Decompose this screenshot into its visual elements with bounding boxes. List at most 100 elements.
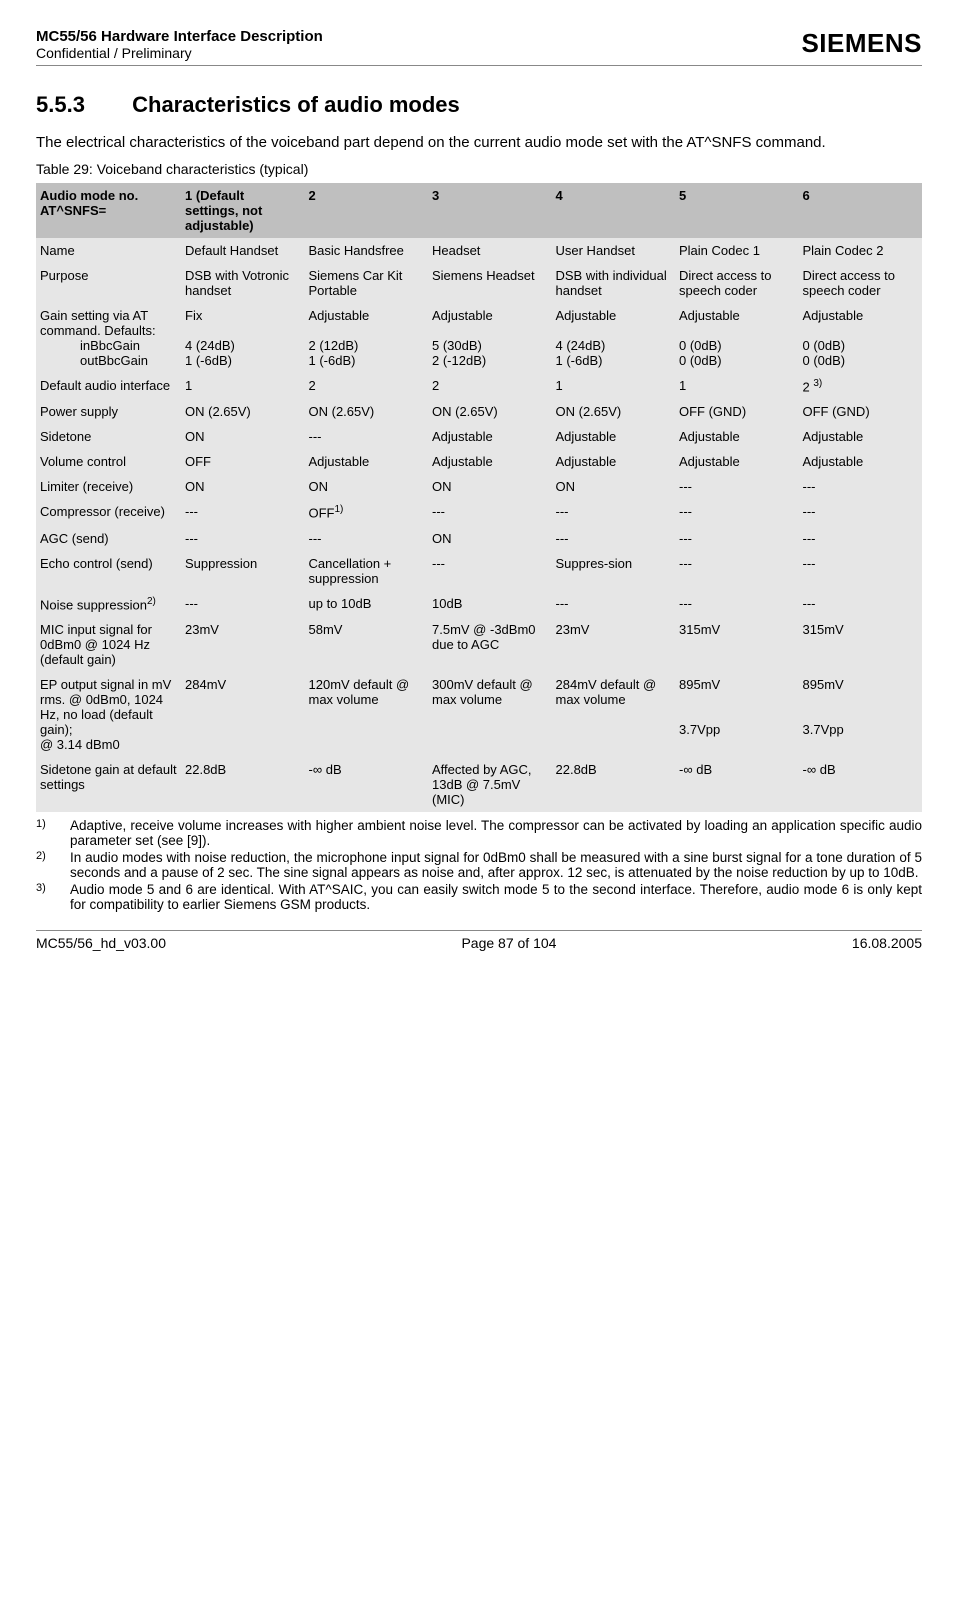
cell: 895mV3.7Vpp	[675, 672, 799, 757]
cell: ON (2.65V)	[552, 399, 676, 424]
cell: 1	[552, 373, 676, 399]
cell: DSB with Votronic handset	[181, 263, 305, 303]
table-row: Power supply ON (2.65V) ON (2.65V) ON (2…	[36, 399, 922, 424]
section-number: 5.5.3	[36, 92, 126, 118]
table-row: Default audio interface 1 2 2 1 1 2 3)	[36, 373, 922, 399]
v: Adjustable	[309, 308, 370, 323]
cell: Default Handset	[181, 238, 305, 263]
cell: 300mV default @ max volume	[428, 672, 552, 757]
footer-right: 16.08.2005	[852, 935, 922, 951]
v: Adjustable	[679, 308, 740, 323]
v: 3.7Vpp	[803, 722, 844, 737]
hdr-label: Audio mode no. AT^SNFS=	[36, 183, 181, 238]
row-label: Purpose	[36, 263, 181, 303]
cell: 10dB	[428, 591, 552, 617]
cell: ON	[181, 424, 305, 449]
v: EP output signal in mV rms. @ 0dBm0, 102…	[40, 677, 171, 737]
cell: 2 3)	[799, 373, 923, 399]
cell: Adjustable 2 (12dB)1 (-6dB)	[305, 303, 429, 373]
v: 4 (24dB)	[185, 338, 235, 353]
hdr-c3: 3	[428, 183, 552, 238]
table-row: Sidetone gain at default settings 22.8dB…	[36, 757, 922, 812]
v: @ 3.14 dBm0	[40, 737, 120, 752]
cell: 284mV default @ max volume	[552, 672, 676, 757]
characteristics-table: Audio mode no. AT^SNFS= 1 (Default setti…	[36, 183, 922, 812]
cell: ON	[181, 474, 305, 499]
cell: OFF1)	[305, 499, 429, 525]
section-title: Characteristics of audio modes	[132, 92, 460, 117]
row-label: Volume control	[36, 449, 181, 474]
cell: 2	[305, 373, 429, 399]
footnote-ref-3: 3)	[813, 378, 822, 389]
cell: ---	[181, 591, 305, 617]
cell: ---	[552, 526, 676, 551]
cell: ---	[428, 551, 552, 591]
cell: ---	[675, 591, 799, 617]
cell: ON (2.65V)	[305, 399, 429, 424]
header-left: MC55/56 Hardware Interface Description C…	[36, 28, 323, 61]
v: 1 (-6dB)	[309, 353, 356, 368]
cell: ON	[428, 526, 552, 551]
cell: Adjustable	[428, 449, 552, 474]
cell: Headset	[428, 238, 552, 263]
cell: Adjustable4 (24dB)1 (-6dB)	[552, 303, 676, 373]
footnote-ref-1: 1)	[335, 504, 344, 515]
hdr-c6: 6	[799, 183, 923, 238]
footnote-2-text: In audio modes with noise reduction, the…	[70, 850, 922, 880]
row-label: Name	[36, 238, 181, 263]
cell: Basic Handsfree	[305, 238, 429, 263]
cell: OFF	[181, 449, 305, 474]
v: Adjustable	[432, 308, 493, 323]
v: Adjustable	[803, 308, 864, 323]
footnotes: 1)Adaptive, receive volume increases wit…	[36, 818, 922, 912]
hdr-c2: 2	[305, 183, 429, 238]
table-row: Name Default Handset Basic Handsfree Hea…	[36, 238, 922, 263]
v: 0 (0dB)	[803, 338, 846, 353]
cell: Siemens Headset	[428, 263, 552, 303]
cell: ON	[428, 474, 552, 499]
cell: 120mV default @ max volume	[305, 672, 429, 757]
cell: -∞ dB	[799, 757, 923, 812]
hdr-c4: 4	[552, 183, 676, 238]
footnote-3: 3)Audio mode 5 and 6 are identical. With…	[36, 882, 922, 912]
table-caption: Table 29: Voiceband characteristics (typ…	[36, 161, 922, 177]
table-row: Compressor (receive) --- OFF1) --- --- -…	[36, 499, 922, 525]
table-row-gain: Gain setting via AT command. Defaults: i…	[36, 303, 922, 373]
v: 0 (0dB)	[679, 338, 722, 353]
cell: ---	[181, 526, 305, 551]
row-label: Default audio interface	[36, 373, 181, 399]
v: 4 (24dB)	[556, 338, 606, 353]
table-header-row: Audio mode no. AT^SNFS= 1 (Default setti…	[36, 183, 922, 238]
cell: 22.8dB	[181, 757, 305, 812]
row-label-ep: EP output signal in mV rms. @ 0dBm0, 102…	[36, 672, 181, 757]
cell: User Handset	[552, 238, 676, 263]
row-label: Noise suppression2)	[36, 591, 181, 617]
cell: Adjustable0 (0dB)0 (0dB)	[799, 303, 923, 373]
cell: Direct access to speech coder	[675, 263, 799, 303]
table-row-ep: EP output signal in mV rms. @ 0dBm0, 102…	[36, 672, 922, 757]
v: 284mV	[185, 677, 226, 692]
cell: Adjustable	[552, 424, 676, 449]
v: 1 (-6dB)	[556, 353, 603, 368]
cell: ---	[675, 551, 799, 591]
cell: 284mV	[181, 672, 305, 757]
cell: Siemens Car Kit Portable	[305, 263, 429, 303]
footer-left: MC55/56_hd_v03.00	[36, 935, 166, 951]
v: 2 (12dB)	[309, 338, 359, 353]
cell: ---	[799, 526, 923, 551]
cell: 315mV	[675, 617, 799, 672]
cell: 58mV	[305, 617, 429, 672]
footnote-ref-2: 2)	[147, 596, 156, 607]
cell: 895mV3.7Vpp	[799, 672, 923, 757]
hdr-c5: 5	[675, 183, 799, 238]
cell: Adjustable	[305, 449, 429, 474]
row-label: Compressor (receive)	[36, 499, 181, 525]
cell: ---	[675, 474, 799, 499]
cell: DSB with individual handset	[552, 263, 676, 303]
v: 300mV default @ max volume	[432, 677, 533, 707]
cell: 1	[181, 373, 305, 399]
cell: ON	[305, 474, 429, 499]
cell: Plain Codec 1	[675, 238, 799, 263]
cell: Adjustable	[428, 424, 552, 449]
cell: Affected by AGC, 13dB @ 7.5mV (MIC)	[428, 757, 552, 812]
